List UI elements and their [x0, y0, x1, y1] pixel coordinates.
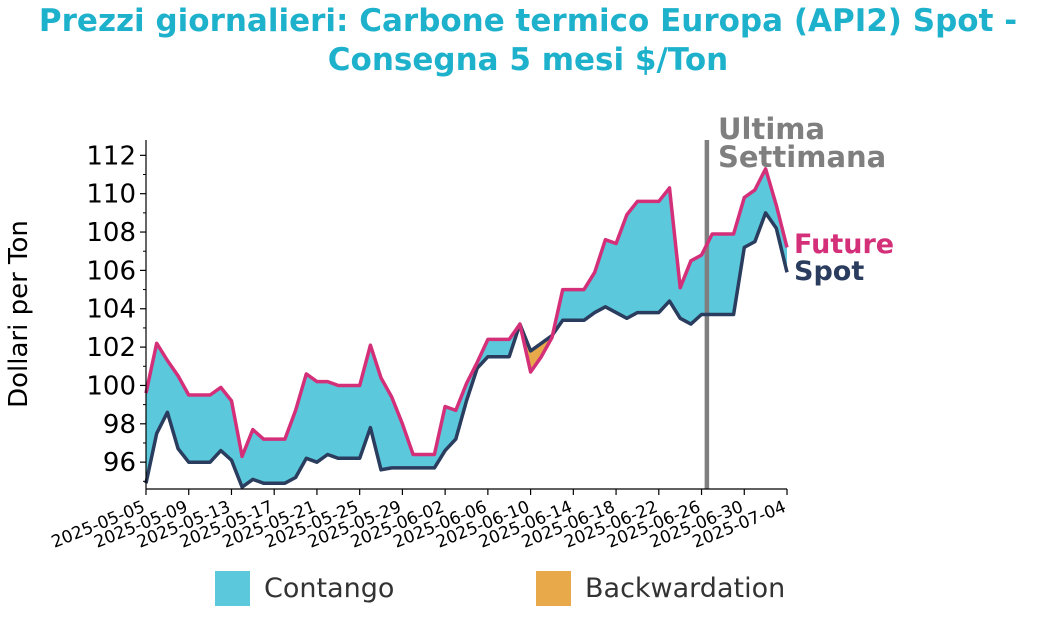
future-line: [144, 167, 789, 459]
y-tick-label-100: 100: [86, 371, 136, 401]
legend-item-contango: Contango: [215, 571, 394, 606]
spot-line: [144, 211, 789, 489]
chart-title: Prezzi giornalieri: Carbone termico Euro…: [0, 2, 1056, 80]
marker-label-line1: Ultima: [718, 112, 825, 146]
y-tick-label-102: 102: [86, 333, 136, 363]
y-tick-label-110: 110: [86, 180, 136, 210]
legend-item-backwardation: Backwardation: [536, 571, 785, 606]
y-tick-label-108: 108: [86, 218, 136, 248]
legend-swatch-backwardation: [536, 571, 571, 606]
marker-label-line2: Settimana: [718, 140, 886, 174]
y-tick-label-98: 98: [103, 410, 136, 440]
y-tick-label-106: 106: [86, 256, 136, 286]
spot-series-label: Spot: [794, 256, 864, 287]
y-tick-label-112: 112: [86, 141, 136, 171]
y-tick-label-96: 96: [103, 448, 136, 478]
future-series-label: Future: [794, 229, 894, 260]
legend: Contango Backwardation: [0, 571, 1056, 611]
y-axis-label: Dollari per Ton: [4, 220, 34, 408]
legend-label-backwardation: Backwardation: [585, 573, 786, 604]
legend-label-contango: Contango: [264, 573, 395, 604]
y-tick-label-104: 104: [86, 295, 136, 325]
contango-area-2: [552, 168, 787, 335]
legend-swatch-contango: [215, 571, 250, 606]
chart-title-line1: Prezzi giornalieri: Carbone termico Euro…: [38, 3, 1018, 39]
chart-title-line2: Consegna 5 mesi $/Ton: [327, 42, 729, 78]
